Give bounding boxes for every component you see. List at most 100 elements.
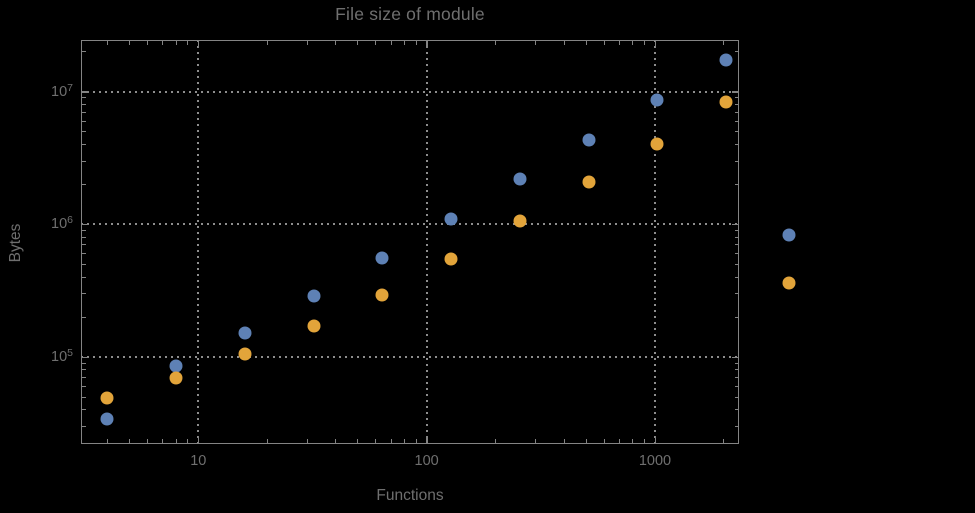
x-minor-tick — [147, 41, 149, 45]
data-point-series-2 — [100, 391, 114, 405]
data-point-series-1 — [100, 412, 114, 426]
y-minor-tick — [82, 396, 86, 398]
y-minor-tick — [734, 409, 738, 411]
y-tick — [731, 91, 738, 93]
y-minor-tick — [82, 263, 86, 265]
data-point-series-2 — [238, 347, 252, 361]
y-minor-tick — [82, 131, 86, 133]
x-minor-tick — [644, 41, 646, 45]
x-minor-tick — [306, 439, 308, 443]
x-minor-tick — [162, 41, 164, 45]
y-minor-tick — [734, 111, 738, 113]
data-point-series-1 — [444, 212, 458, 226]
x-minor-tick — [723, 41, 725, 45]
y-minor-tick — [734, 104, 738, 106]
y-minor-tick — [734, 425, 738, 427]
x-minor-tick — [266, 439, 268, 443]
y-minor-tick — [734, 396, 738, 398]
y-minor-tick — [82, 293, 86, 295]
y-minor-tick — [734, 362, 738, 364]
x-minor-tick — [494, 41, 496, 45]
y-minor-tick — [82, 316, 86, 318]
x-minor-tick — [535, 439, 537, 443]
y-minor-tick — [82, 377, 86, 379]
data-point-series-1 — [169, 359, 183, 373]
x-minor-tick — [619, 41, 621, 45]
y-minor-tick — [734, 369, 738, 371]
x-minor-tick — [335, 41, 337, 45]
data-point-series-2 — [719, 95, 733, 109]
data-point-series-1 — [513, 172, 527, 186]
x-minor-tick — [390, 41, 392, 45]
y-tick — [82, 91, 89, 93]
x-minor-tick — [603, 41, 605, 45]
y-tick — [731, 356, 738, 358]
x-tick — [654, 41, 656, 48]
x-minor-tick — [632, 41, 634, 45]
y-minor-tick — [82, 425, 86, 427]
x-tick-label: 10 — [190, 452, 207, 469]
x-gridline — [425, 40, 428, 444]
y-minor-tick — [82, 276, 86, 278]
data-point-series-2 — [650, 137, 664, 150]
data-point-series-2 — [782, 276, 796, 290]
y-minor-tick — [82, 104, 86, 106]
x-minor-tick — [404, 439, 406, 443]
y-minor-tick — [734, 120, 738, 122]
x-minor-tick — [404, 41, 406, 45]
data-point-series-1 — [375, 251, 389, 265]
x-minor-tick — [723, 439, 725, 443]
y-minor-tick — [734, 293, 738, 295]
y-minor-tick — [82, 160, 86, 162]
x-minor-tick — [306, 41, 308, 45]
y-minor-tick — [734, 236, 738, 238]
data-point-series-1 — [238, 326, 252, 340]
x-minor-tick — [603, 439, 605, 443]
y-minor-tick — [82, 253, 86, 255]
y-minor-tick — [82, 244, 86, 246]
data-point-series-2 — [169, 371, 183, 385]
x-minor-tick — [415, 439, 417, 443]
x-minor-tick — [585, 41, 587, 45]
x-minor-tick — [375, 439, 377, 443]
y-tick-label: 107 — [51, 81, 73, 100]
x-minor-tick — [175, 41, 177, 45]
y-minor-tick — [734, 244, 738, 246]
data-point-series-2 — [307, 319, 321, 332]
y-minor-tick — [734, 160, 738, 162]
y-minor-tick — [734, 183, 738, 185]
x-minor-tick — [106, 41, 108, 45]
y-minor-tick — [734, 229, 738, 231]
x-minor-tick — [106, 439, 108, 443]
y-minor-tick — [82, 236, 86, 238]
data-point-series-1 — [719, 53, 733, 67]
x-minor-tick — [644, 439, 646, 443]
y-minor-tick — [734, 97, 738, 99]
x-minor-tick — [375, 41, 377, 45]
y-minor-tick — [734, 144, 738, 145]
x-minor-tick — [494, 439, 496, 443]
y-minor-tick — [734, 377, 738, 379]
x-minor-tick — [619, 439, 621, 443]
y-minor-tick — [734, 253, 738, 255]
x-minor-tick — [535, 41, 537, 45]
y-minor-tick — [82, 97, 86, 99]
y-minor-tick — [734, 263, 738, 265]
x-minor-tick — [357, 439, 359, 443]
x-minor-tick — [162, 439, 164, 443]
y-minor-tick — [734, 276, 738, 278]
x-minor-tick — [632, 439, 634, 443]
x-minor-tick — [335, 439, 337, 443]
y-tick — [82, 223, 89, 226]
data-point-series-2 — [444, 252, 458, 266]
x-axis-label: Functions — [376, 487, 444, 504]
x-minor-tick — [266, 41, 268, 45]
y-minor-tick — [82, 362, 86, 364]
y-minor-tick — [82, 51, 86, 53]
y-tick — [82, 356, 89, 358]
y-minor-tick — [734, 131, 738, 133]
x-tick — [426, 41, 428, 48]
x-tick-label: 100 — [414, 452, 439, 469]
chart-title: File size of module — [335, 4, 485, 24]
